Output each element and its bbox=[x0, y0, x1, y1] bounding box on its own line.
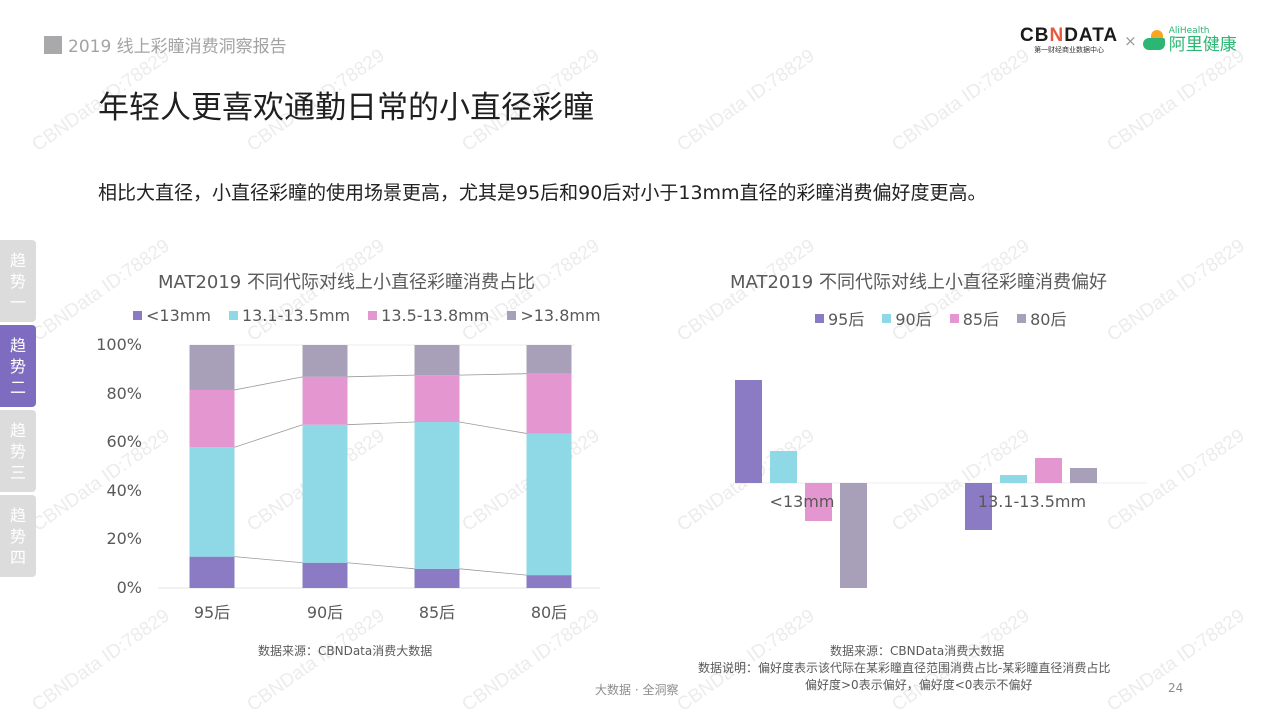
bar-segment bbox=[526, 345, 572, 374]
times-icon: × bbox=[1124, 31, 1137, 50]
x-category-label: 13.1-13.5mm bbox=[977, 492, 1087, 511]
bar bbox=[1070, 468, 1097, 483]
y-tick-label: 40% bbox=[106, 480, 142, 500]
legend-item: 90后 bbox=[882, 306, 932, 330]
legend-item: 13.1-13.5mm bbox=[228, 306, 350, 325]
right-chart-source: 数据来源：CBNData消费大数据 bbox=[830, 644, 1005, 658]
bar-segment bbox=[414, 422, 460, 569]
x-category-label: 80后 bbox=[530, 603, 568, 622]
right-chart-title: MAT2019 不同代际对线上小直径彩瞳消费偏好 bbox=[730, 272, 1107, 293]
legend-swatch bbox=[882, 313, 892, 323]
side-tab-trend-4[interactable]: 趋势四 bbox=[0, 495, 36, 577]
legend-item: 85后 bbox=[949, 306, 999, 330]
left-chart-title: MAT2019 不同代际对线上小直径彩瞳消费占比 bbox=[158, 272, 535, 293]
bar-segment bbox=[414, 568, 460, 588]
header-square-icon bbox=[44, 35, 62, 54]
bar bbox=[1035, 458, 1062, 483]
bar-segment bbox=[189, 556, 235, 588]
bar bbox=[770, 451, 797, 483]
side-tab-trend-2[interactable]: 趋势二 bbox=[0, 325, 36, 407]
legend-swatch bbox=[949, 313, 959, 323]
bar-segment bbox=[302, 376, 348, 425]
legend-item: 13.5-13.8mm bbox=[368, 306, 489, 325]
alihealth-logo: AliHealth 阿里健康 bbox=[1142, 26, 1237, 55]
y-tick-label: 0% bbox=[116, 578, 142, 597]
x-category-label: 90后 bbox=[306, 603, 344, 622]
bar bbox=[735, 380, 762, 483]
bar bbox=[1000, 475, 1027, 483]
bar bbox=[805, 483, 832, 521]
bar-segment bbox=[189, 345, 235, 390]
side-tab-trend-3[interactable]: 趋势三 bbox=[0, 410, 36, 492]
report-header: 2019 线上彩瞳消费洞察报告 bbox=[44, 32, 287, 57]
brand-logos: CBNDATA 第一财经商业数据中心 × AliHealth 阿里健康 bbox=[1020, 26, 1237, 55]
right-chart-note-2: 偏好度>0表示偏好，偏好度<0表示不偏好 bbox=[805, 678, 1033, 692]
side-tab-trend-1[interactable]: 趋势一 bbox=[0, 240, 36, 322]
alihealth-heart-icon bbox=[1142, 29, 1165, 52]
x-category-label: 95后 bbox=[193, 603, 231, 622]
legend-swatch bbox=[368, 311, 378, 320]
footer-slogan: 大数据 · 全洞察 bbox=[595, 683, 679, 697]
left-chart-source: 数据来源：CBNData消费大数据 bbox=[258, 644, 433, 658]
page-subtitle: 相比大直径，小直径彩瞳的使用场景更高，尤其是95后和90后对小于13mm直径的彩… bbox=[98, 182, 987, 204]
report-title: 2019 线上彩瞳消费洞察报告 bbox=[68, 37, 287, 57]
bar-segment bbox=[526, 373, 572, 434]
legend-swatch bbox=[815, 313, 824, 323]
bar-segment bbox=[526, 433, 572, 576]
bar-segment bbox=[526, 575, 572, 588]
left-chart-legend: <13mm 13.1-13.5mm 13.5-13.8mm >13.8mm bbox=[133, 306, 601, 325]
bar-segment bbox=[302, 345, 348, 377]
bar-segment bbox=[189, 389, 235, 448]
page-number: 24 bbox=[1168, 681, 1184, 695]
page-title: 年轻人更喜欢通勤日常的小直径彩瞳 bbox=[98, 90, 594, 126]
legend-item: 80后 bbox=[1017, 306, 1067, 330]
bar-segment bbox=[189, 447, 235, 557]
legend-item: 95后 bbox=[815, 306, 864, 330]
right-chart-legend: 95后 90后 85后 80后 bbox=[815, 306, 1067, 330]
legend-swatch bbox=[228, 311, 238, 320]
x-category-label: <13mm bbox=[769, 492, 835, 511]
y-tick-label: 60% bbox=[106, 432, 142, 452]
y-tick-label: 20% bbox=[106, 529, 142, 549]
bar-segment bbox=[302, 424, 348, 563]
bar-segment bbox=[302, 562, 348, 588]
bar bbox=[840, 483, 867, 588]
bar bbox=[965, 483, 992, 530]
y-tick-label: 100% bbox=[96, 335, 142, 354]
bar-segment bbox=[414, 375, 460, 423]
legend-item: <13mm bbox=[133, 306, 211, 325]
side-tabs: 趋势一 趋势二 趋势三 趋势四 bbox=[0, 240, 36, 580]
legend-item: >13.8mm bbox=[507, 306, 601, 325]
right-chart-note-1: 数据说明：偏好度表示该代际在某彩瞳直径范围消费占比-某彩瞳直径消费占比 bbox=[698, 661, 1111, 675]
legend-swatch bbox=[507, 311, 517, 320]
legend-swatch bbox=[133, 311, 142, 320]
legend-swatch bbox=[1017, 313, 1027, 323]
x-category-label: 85后 bbox=[418, 603, 456, 622]
cbndata-logo: CBNDATA 第一财经商业数据中心 bbox=[1020, 25, 1119, 55]
y-tick-label: 80% bbox=[106, 383, 142, 403]
bar-segment bbox=[414, 345, 460, 376]
